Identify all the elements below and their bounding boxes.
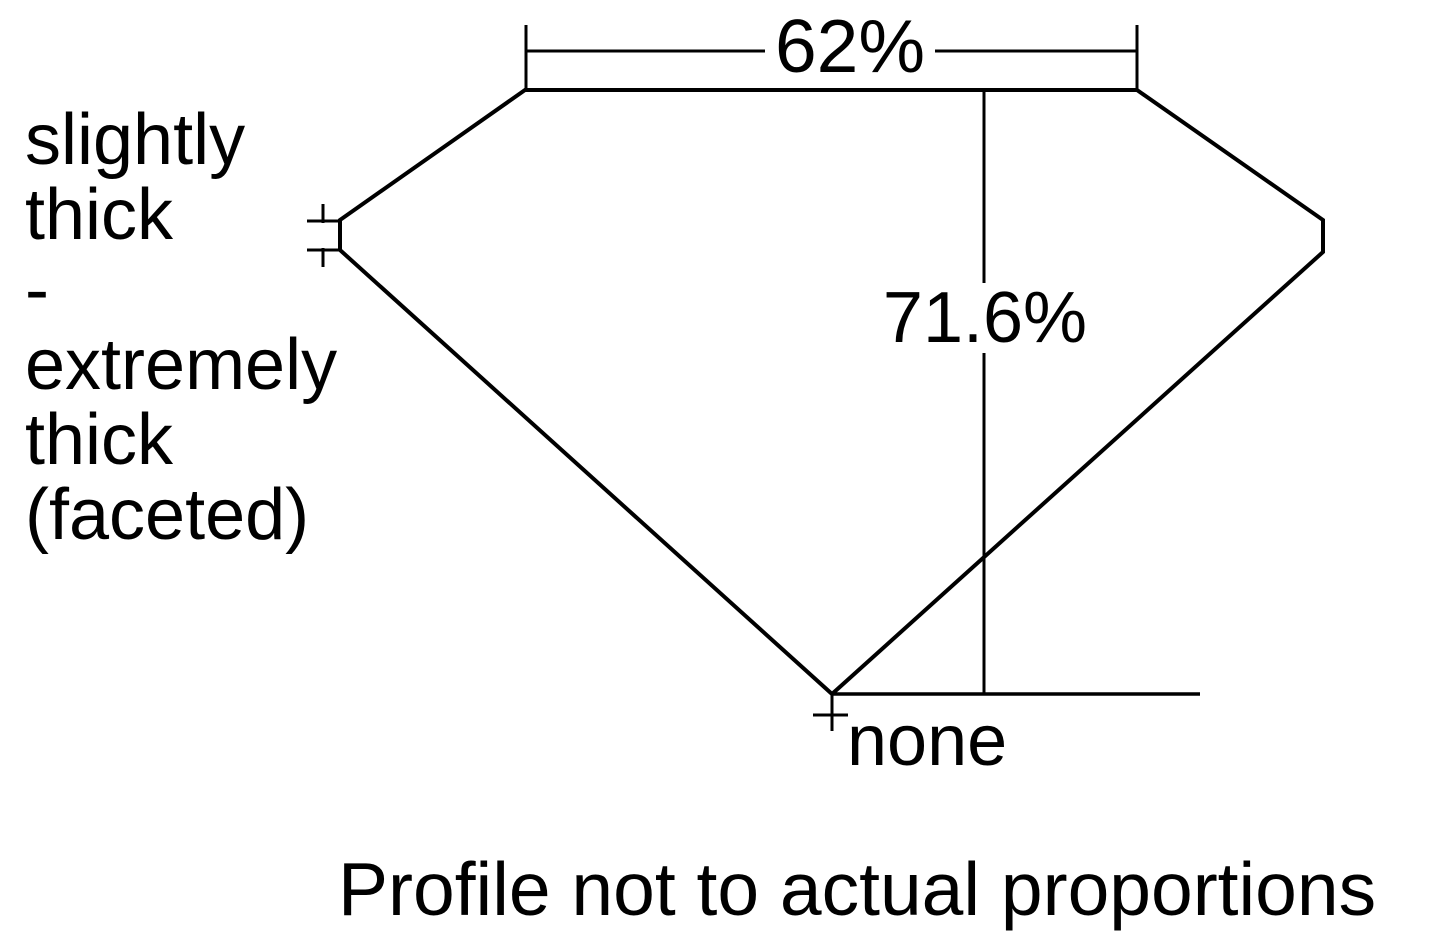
girdle-thickness-label: slightly thick - extremely thick (facete… <box>25 100 338 555</box>
table-width-percent-label: 62% <box>765 9 935 84</box>
caption-text: Profile not to actual proportions <box>338 847 1377 931</box>
depth-percent-label: 71.6% <box>860 282 1110 354</box>
culet-label: none <box>847 701 1008 781</box>
diamond-silhouette-outline <box>338 88 1325 697</box>
